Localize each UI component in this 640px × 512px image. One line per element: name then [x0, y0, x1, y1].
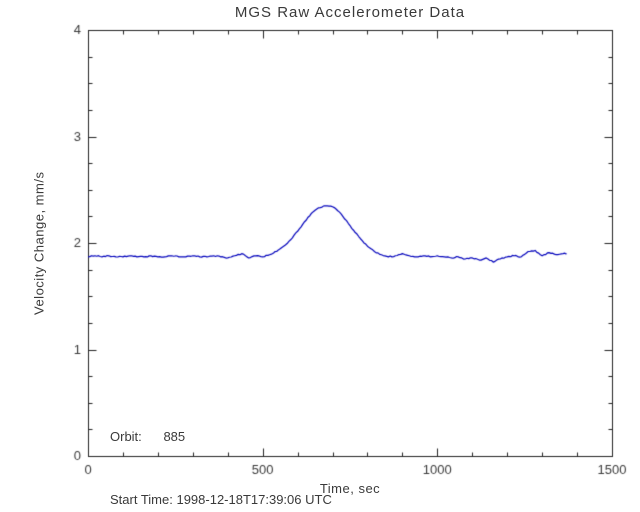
- chart-title: MGS Raw Accelerometer Data: [234, 4, 466, 21]
- x-axis-label: Time, sec: [319, 481, 381, 496]
- annotation-block: Orbit: 885 Start Time: 1998-12-18T17:39:…: [110, 384, 332, 512]
- y-axis-label: Velocity Change, mm/s: [31, 171, 47, 315]
- annotation-start-time: Start Time: 1998-12-18T17:39:06 UTC: [110, 492, 332, 507]
- annotation-orbit: Orbit: 885: [110, 429, 186, 444]
